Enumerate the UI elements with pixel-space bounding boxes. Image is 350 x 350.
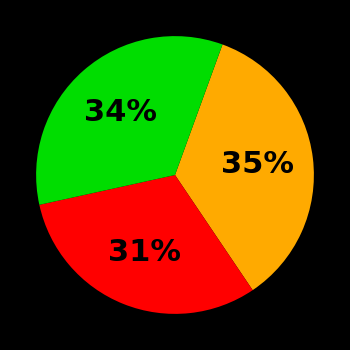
Text: 35%: 35%: [221, 150, 294, 179]
Wedge shape: [36, 36, 223, 205]
Text: 31%: 31%: [107, 238, 181, 267]
Wedge shape: [175, 44, 314, 290]
Text: 34%: 34%: [84, 98, 156, 127]
Wedge shape: [39, 175, 253, 314]
